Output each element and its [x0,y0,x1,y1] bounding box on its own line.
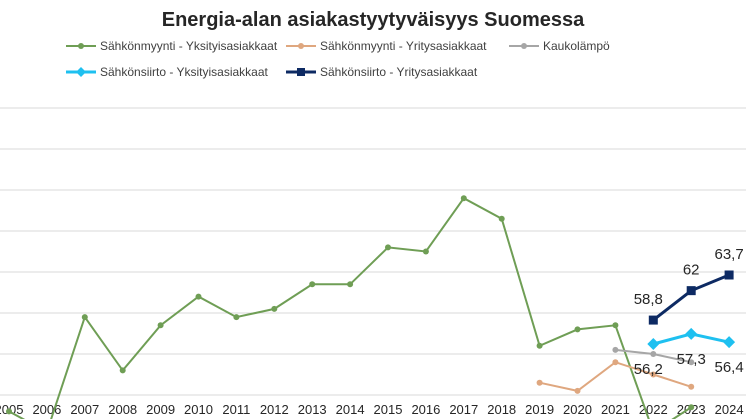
data-point [81,314,88,321]
data-point [119,367,126,374]
data-label: 57,3 [677,351,706,368]
data-label: 58,8 [634,291,663,308]
x-tick-label: 2008 [108,402,137,417]
data-point [574,326,581,333]
data-label: 62 [683,262,700,279]
x-tick-label: 2019 [525,402,554,417]
x-tick-label: 2011 [222,402,250,417]
data-point [309,281,316,288]
data-point [195,293,202,300]
x-tick-label: 2005 [0,402,23,417]
data-point [686,286,696,296]
x-tick-label: 2014 [336,402,365,417]
data-point [157,322,164,329]
data-point [574,387,581,394]
data-point [422,248,429,255]
data-point [233,314,240,321]
x-tick-label: 2016 [411,402,440,417]
data-point [498,215,505,222]
legend-label: Kaukolämpö [543,39,610,53]
legend-label: Sähkönsiirto - Yksityisasiakkaat [100,65,269,79]
legend-label: Sähkönsiirto - Yritysasiakkaat [320,65,478,79]
x-tick-label: 2009 [146,402,175,417]
legend-label: Sähkönmyynti - Yksityisasiakkaat [100,39,278,53]
data-point [648,315,658,325]
x-tick-label: 2015 [374,402,403,417]
x-tick-label: 2010 [184,402,213,417]
data-point [6,408,12,415]
data-label: 56,2 [634,361,663,378]
data-point [612,346,619,353]
data-point [650,371,657,378]
data-point [536,379,543,386]
x-tick-label: 2020 [563,402,592,417]
x-tick-label: 2006 [32,402,61,417]
legend-marker [76,67,86,77]
data-point [385,244,391,251]
x-tick-label: 2007 [70,402,99,417]
series-line [539,361,692,392]
data-point [688,404,695,411]
legend-label: Sähkönmyynti - Yritysasiakkaat [320,39,487,53]
legend-marker [298,43,304,49]
x-tick-label: 2024 [715,402,744,417]
chart-title: Energia-alan asiakastyytyväisyys Suomess… [161,9,585,31]
data-label: 56,4 [714,359,743,376]
legend-marker [297,68,305,76]
data-point [460,195,467,202]
data-point [723,336,736,349]
x-tick-label: 2012 [260,402,289,417]
data-label: 63,7 [714,246,743,263]
x-tick-label: 2018 [487,402,516,417]
data-point [647,338,660,350]
data-point [685,327,698,340]
x-tick-label: 2017 [449,402,478,417]
legend-marker [521,43,527,49]
x-tick-label: 2013 [298,402,327,417]
data-point [650,351,657,357]
data-point [347,281,354,288]
data-point [536,342,543,349]
data-point [688,383,695,390]
x-tick-label: 2021 [601,402,630,417]
data-point [612,359,619,366]
legend-marker [78,43,84,49]
data-point [271,305,278,312]
data-point [688,359,695,366]
data-point [612,322,619,329]
data-point [724,270,734,280]
